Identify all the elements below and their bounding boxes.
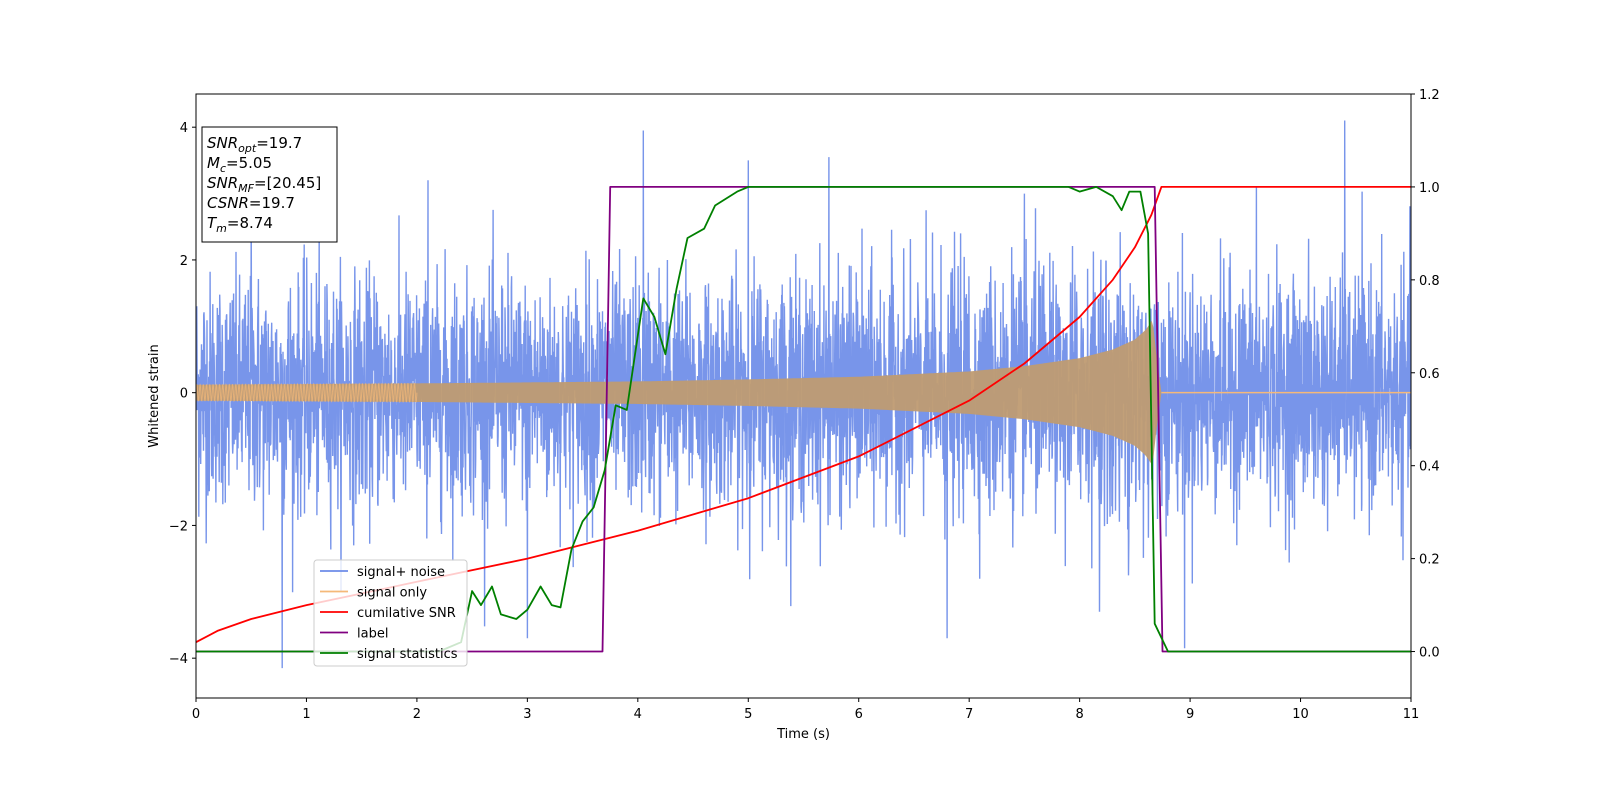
legend-label: signal only xyxy=(357,586,427,601)
series-signal-statistics xyxy=(196,186,1411,653)
y-tick-label: 2 xyxy=(180,254,188,269)
x-tick-label: 9 xyxy=(1186,707,1194,722)
y-axis-right: 0.0 0.2 0.4 0.6 0.8 1.0 1.2 xyxy=(1411,88,1440,661)
y2-tick-label: 0.2 xyxy=(1419,553,1440,568)
y-axis-label: Whitened strain xyxy=(147,344,162,447)
series-cumilative-snr xyxy=(196,186,1411,643)
legend-item: label xyxy=(320,627,388,642)
y2-tick-label: 0.6 xyxy=(1419,367,1440,382)
x-tick-label: 2 xyxy=(413,707,421,722)
legend-label: signal+ noise xyxy=(357,565,445,580)
info-line: SNRMF=[20.45] xyxy=(207,174,321,195)
x-tick-label: 4 xyxy=(634,707,642,722)
x-axis: 0 1 2 3 4 5 6 7 8 9 10 11 xyxy=(192,698,1419,722)
y-tick-label: 4 xyxy=(180,121,188,136)
x-tick-label: 8 xyxy=(1075,707,1083,722)
legend-item: cumilative SNR xyxy=(320,606,456,621)
series-signal-only xyxy=(196,320,1411,465)
x-tick-label: 10 xyxy=(1292,707,1309,722)
info-line: Tm=8.74 xyxy=(207,214,273,235)
legend-label: cumilative SNR xyxy=(357,606,456,621)
y-axis-left: −4 −2 0 2 4 xyxy=(169,121,196,667)
x-tick-label: 3 xyxy=(523,707,531,722)
x-tick-label: 11 xyxy=(1403,707,1420,722)
legend-label: signal statistics xyxy=(357,647,458,662)
y-tick-label: 0 xyxy=(180,387,188,402)
y-tick-label: −4 xyxy=(169,652,188,667)
legend-label: label xyxy=(357,627,388,642)
legend-item: signal+ noise xyxy=(320,565,445,580)
x-tick-label: 0 xyxy=(192,707,200,722)
plot-area xyxy=(196,120,1411,669)
info-line: SNRopt=19.7 xyxy=(207,134,302,155)
x-tick-label: 1 xyxy=(302,707,310,722)
axes-frame xyxy=(195,93,1412,699)
info-line: CSNR=19.7 xyxy=(207,194,295,212)
info-line: Mc=5.05 xyxy=(207,154,272,175)
y2-tick-label: 1.0 xyxy=(1419,181,1440,196)
info-box: SNRopt=19.7Mc=5.05SNRMF=[20.45]CSNR=19.7… xyxy=(201,126,338,243)
x-axis-label: Time (s) xyxy=(776,727,830,742)
y2-tick-label: 0.8 xyxy=(1419,274,1440,289)
legend-item: signal only xyxy=(320,586,427,601)
y2-tick-label: 0.4 xyxy=(1419,460,1440,475)
legend: signal+ noise signal only cumilative SNR la… xyxy=(313,559,468,667)
y2-tick-label: 0.0 xyxy=(1419,646,1440,661)
x-tick-label: 7 xyxy=(965,707,973,722)
y2-tick-label: 1.2 xyxy=(1419,88,1440,103)
x-tick-label: 5 xyxy=(744,707,752,722)
y-tick-label: −2 xyxy=(169,519,188,534)
legend-item: signal statistics xyxy=(320,647,458,662)
x-tick-label: 6 xyxy=(855,707,863,722)
